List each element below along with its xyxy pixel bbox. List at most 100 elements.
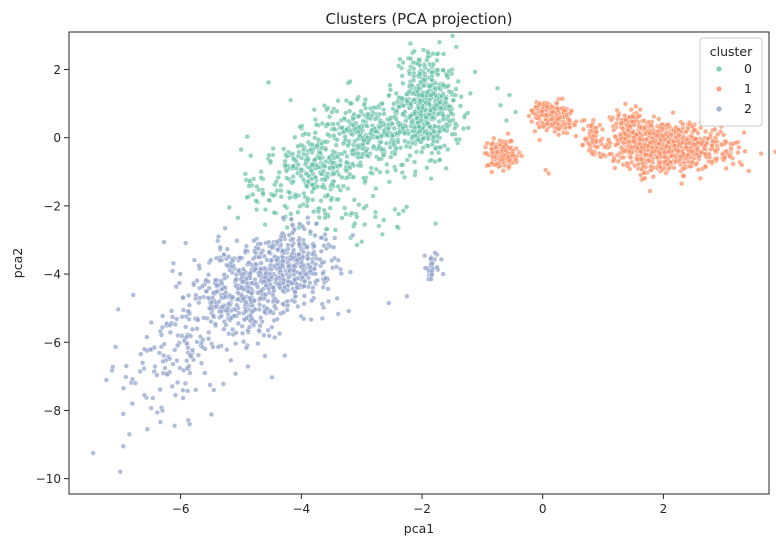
data-point xyxy=(396,63,402,69)
data-point xyxy=(379,231,386,238)
data-point xyxy=(615,113,622,119)
data-point xyxy=(430,114,436,121)
data-point xyxy=(670,109,676,116)
data-point xyxy=(120,411,126,417)
data-point xyxy=(680,151,687,157)
data-point xyxy=(628,159,635,166)
x-tick-label: −4 xyxy=(292,502,310,516)
data-point xyxy=(709,142,715,149)
data-point xyxy=(489,169,495,175)
data-point xyxy=(676,132,682,139)
data-point xyxy=(269,324,275,330)
data-point xyxy=(460,126,467,132)
data-point xyxy=(191,257,198,263)
data-point xyxy=(387,82,393,88)
data-point xyxy=(243,276,249,282)
data-point xyxy=(373,166,380,172)
data-point xyxy=(679,181,685,187)
data-point xyxy=(226,301,232,307)
data-point xyxy=(191,282,197,288)
legend: cluster 0 1 2 xyxy=(699,37,763,127)
data-point xyxy=(741,130,747,136)
data-point xyxy=(398,162,405,168)
data-point xyxy=(432,85,438,91)
data-point xyxy=(430,61,437,67)
data-point xyxy=(312,232,318,239)
data-point xyxy=(409,128,416,134)
data-point xyxy=(622,131,628,137)
data-point xyxy=(187,421,193,427)
data-point xyxy=(172,347,178,353)
data-point xyxy=(573,133,579,139)
data-point xyxy=(728,146,734,152)
data-point xyxy=(219,304,225,310)
data-point xyxy=(628,107,634,113)
data-point xyxy=(240,296,246,302)
data-point xyxy=(278,182,284,188)
data-point xyxy=(440,116,446,123)
data-point xyxy=(340,183,347,189)
data-point xyxy=(400,111,406,117)
data-point xyxy=(489,153,496,160)
data-point xyxy=(313,261,319,268)
y-tick-label: −6 xyxy=(43,336,61,350)
data-point xyxy=(610,158,616,164)
data-point xyxy=(279,230,286,236)
data-point xyxy=(646,158,652,164)
x-tick-label: 2 xyxy=(660,502,668,516)
data-point xyxy=(615,158,621,165)
data-point xyxy=(203,288,210,295)
data-point xyxy=(293,192,299,199)
data-point xyxy=(446,88,452,95)
data-point xyxy=(295,209,301,215)
data-point xyxy=(218,313,225,319)
data-point xyxy=(399,95,405,101)
data-point xyxy=(309,176,315,182)
data-point xyxy=(223,294,229,300)
series-1-points xyxy=(482,96,776,194)
data-point xyxy=(396,104,402,110)
data-point xyxy=(354,96,360,103)
data-point xyxy=(688,149,694,155)
data-point xyxy=(444,72,450,78)
data-point xyxy=(742,148,748,154)
data-point xyxy=(668,132,674,138)
data-point xyxy=(372,116,378,122)
data-point xyxy=(349,161,356,167)
data-point xyxy=(391,142,397,148)
data-point xyxy=(505,131,511,137)
data-point xyxy=(250,308,256,314)
data-point xyxy=(640,163,646,170)
data-point xyxy=(739,162,745,168)
data-point xyxy=(393,167,399,173)
data-point xyxy=(219,286,225,292)
data-point xyxy=(301,301,307,307)
data-point xyxy=(243,308,249,314)
data-point xyxy=(691,127,697,133)
data-point xyxy=(283,162,289,168)
data-point xyxy=(437,157,443,163)
data-point xyxy=(200,337,206,343)
data-point xyxy=(461,114,467,120)
data-point xyxy=(411,48,417,54)
data-point xyxy=(651,113,657,120)
data-point xyxy=(435,71,441,78)
data-point xyxy=(396,211,402,217)
data-point xyxy=(332,235,338,241)
data-point xyxy=(327,205,333,211)
data-point xyxy=(278,194,284,200)
legend-label: 0 xyxy=(744,61,752,76)
data-point xyxy=(266,197,272,203)
data-point xyxy=(339,215,345,221)
data-point xyxy=(295,303,301,310)
data-point xyxy=(310,285,316,291)
data-point xyxy=(292,134,298,140)
data-point xyxy=(270,298,276,305)
data-point xyxy=(428,176,434,182)
data-point xyxy=(388,154,394,160)
data-point xyxy=(400,102,407,109)
data-point xyxy=(280,301,286,307)
data-point xyxy=(264,257,270,263)
data-point xyxy=(380,153,387,159)
legend-entry-2: 2 xyxy=(716,101,752,116)
